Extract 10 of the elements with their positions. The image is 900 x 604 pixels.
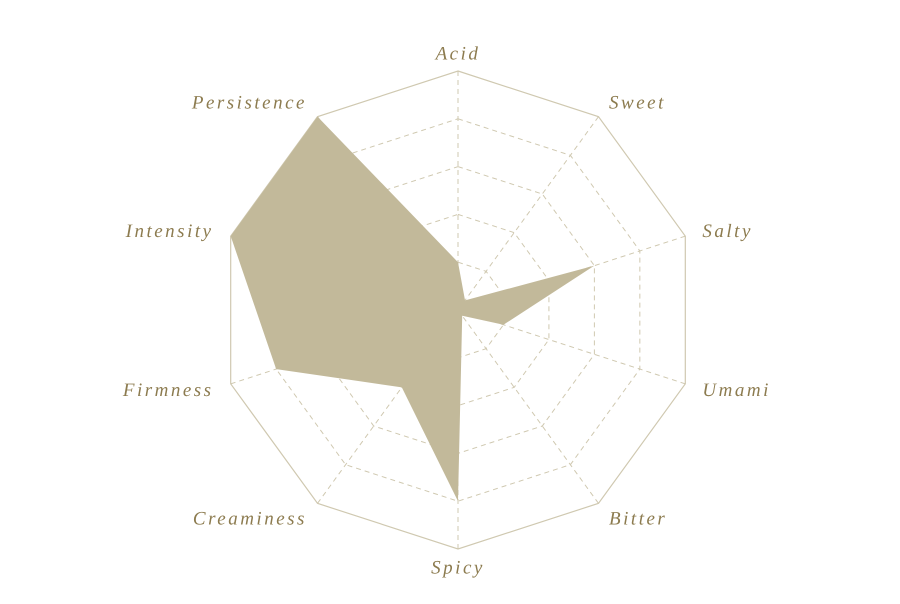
- spoke-label: Persistence: [190, 92, 307, 114]
- spoke-label: Firmness: [122, 380, 214, 402]
- spoke-label: Salty: [702, 221, 753, 242]
- spoke-label: Umami: [702, 380, 771, 402]
- spoke-label: Spicy: [431, 558, 485, 579]
- spoke-label: Sweet: [609, 92, 666, 114]
- spoke-label: Intensity: [124, 221, 214, 242]
- spoke-label: Bitter: [609, 508, 668, 530]
- spoke-label: Acid: [434, 44, 480, 65]
- spoke-label: Creaminess: [192, 508, 307, 530]
